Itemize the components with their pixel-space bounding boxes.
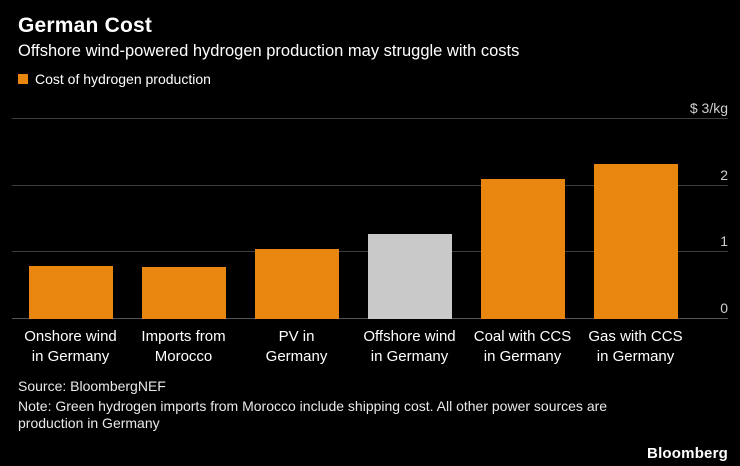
bar-column (127, 119, 240, 319)
bar (141, 267, 226, 319)
legend-label: Cost of hydrogen production (35, 71, 211, 87)
category-label: Imports from Morocco (141, 328, 226, 365)
category-label: Gas with CCS in Germany (588, 328, 683, 365)
footnote: Note: Green hydrogen imports from Morocc… (18, 397, 608, 432)
source-note: Source: BloombergNEF (18, 378, 166, 394)
bar-column (14, 119, 127, 319)
bloomberg-logo: Bloomberg (647, 445, 728, 462)
bar-column (353, 119, 466, 319)
y-tick-label: $ 3/kg (689, 100, 728, 116)
bar (367, 234, 452, 319)
category-label: PV in Germany (265, 328, 328, 365)
bars (14, 119, 692, 319)
category-label: Offshore wind in Germany (363, 328, 456, 365)
legend: Cost of hydrogen production (18, 71, 728, 87)
category-label: Onshore wind in Germany (24, 328, 117, 365)
category-labels: Onshore wind in Germany Imports from Moro… (14, 327, 728, 366)
bar (254, 249, 339, 319)
bar (480, 179, 565, 319)
chart-subtitle: Offshore wind-powered hydrogen productio… (18, 42, 520, 60)
chart-title: German Cost (18, 14, 153, 37)
bar-chart: 0 1 2 $ 3/kg (12, 101, 728, 319)
bar (28, 265, 113, 319)
legend-swatch-icon (18, 74, 28, 84)
gridline (12, 184, 728, 186)
y-tick-label: 0 (720, 300, 728, 316)
y-tick-label: 1 (720, 233, 728, 250)
category-label: Coal with CCS in Germany (473, 328, 572, 365)
chart-header: German Cost Offshore wind-powered hydrog… (12, 14, 728, 87)
y-tick-label: 2 (720, 166, 728, 183)
bar-column (579, 119, 692, 319)
gridline (12, 118, 728, 119)
bar-column (240, 119, 353, 319)
chart-footer: Source: BloombergNEF Note: Green hydroge… (12, 378, 728, 433)
bloomberg-chart-card: German Cost Offshore wind-powered hydrog… (12, 14, 728, 433)
bar (593, 163, 678, 319)
bar-column (466, 119, 579, 319)
